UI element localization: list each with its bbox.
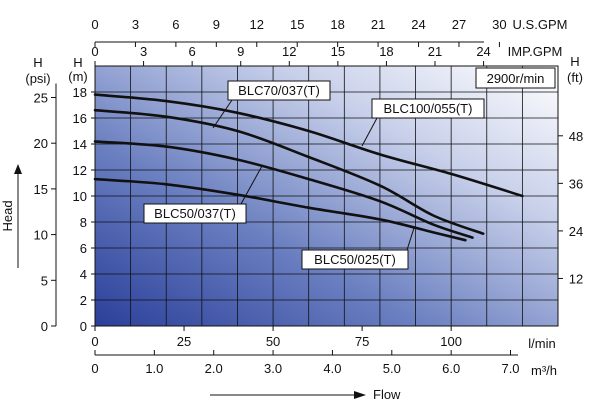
curves: [93, 93, 524, 242]
head-arrowhead: [14, 164, 22, 174]
imp-gpm-tick-label: 3: [140, 44, 147, 59]
m3-h-tick-label: 1.0: [145, 361, 163, 376]
m3-h-tick-label: 7.0: [501, 361, 519, 376]
imp-gpm-tick-label: 12: [282, 44, 296, 59]
imp-gpm-tick-label: 18: [379, 44, 393, 59]
us-gpm-tick-label: 9: [213, 17, 220, 32]
us-gpm-unit: U.S.GPM: [513, 17, 568, 32]
ft-unit: (ft): [567, 70, 583, 85]
head-m-tick-label: 6: [80, 241, 87, 256]
ft-tick-label: 48: [569, 129, 583, 144]
head-m-tick-label: 8: [80, 215, 87, 230]
l-min-tick-label: 50: [266, 334, 280, 349]
rpm-note: 2900r/min: [487, 71, 545, 86]
us-gpm-tick-label: 3: [132, 17, 139, 32]
series-curve: [93, 140, 474, 239]
series-label-blc50-037: BLC50/037(T): [143, 165, 263, 224]
series-label-blc100: BLC100/055(T): [361, 98, 485, 147]
series-curve: [93, 177, 467, 242]
series-label-text: BLC50/025(T): [314, 252, 396, 267]
l-min-tick-label: 75: [355, 334, 369, 349]
flow-arrowhead: [354, 391, 366, 399]
m-h-label: H: [73, 55, 82, 70]
rpm-box: [475, 67, 556, 89]
m3-h-tick-label: 3.0: [264, 361, 282, 376]
imp-gpm-tick-label: 24: [476, 44, 490, 59]
m3-h-tick-label: 2.0: [205, 361, 223, 376]
us-gpm-tick-label: 27: [452, 17, 466, 32]
m3-h-tick-label: 6.0: [442, 361, 460, 376]
imp-gpm-tick-label: 6: [189, 44, 196, 59]
series-label-text: BLC70/037(T): [238, 83, 320, 98]
head-m-tick-label: 4: [80, 267, 87, 282]
flow-axis-title: Flow: [373, 387, 401, 402]
psi-tick-label: 5: [41, 273, 48, 288]
head-m-tick-label: 2: [80, 293, 87, 308]
head-m-tick-label: 18: [73, 85, 87, 100]
imp-gpm-tick-label: 0: [91, 44, 98, 59]
us-gpm-tick-label: 30: [492, 17, 506, 32]
psi-tick-label: 20: [34, 136, 48, 151]
head-m-tick-label: 0: [80, 319, 87, 334]
psi-unit: (psi): [25, 71, 50, 86]
imp-gpm-unit: IMP.GPM: [508, 44, 563, 59]
series-label-blc50-025: BLC50/025(T): [301, 227, 415, 270]
l-min-unit: l/min: [528, 336, 555, 351]
us-gpm-tick-label: 21: [371, 17, 385, 32]
ft-h-label: H: [570, 54, 579, 69]
series-label-text: BLC100/055(T): [384, 101, 473, 116]
l-min-tick-label: 100: [440, 334, 462, 349]
us-gpm-tick-label: 15: [290, 17, 304, 32]
ft-tick-label: 36: [569, 176, 583, 191]
psi-h-label: H: [33, 55, 42, 70]
head-m-tick-label: 14: [73, 137, 87, 152]
us-gpm-tick-label: 24: [411, 17, 425, 32]
l-min-tick-label: 0: [91, 334, 98, 349]
series-curve: [93, 93, 524, 198]
head-axis-title: Head: [0, 200, 15, 231]
us-gpm-tick-label: 0: [91, 17, 98, 32]
m3-h-tick-label: 0: [91, 361, 98, 376]
psi-tick-label: 15: [34, 182, 48, 197]
head-m-tick-label: 10: [73, 189, 87, 204]
series-label-blc70: BLC70/037(T): [212, 80, 331, 129]
us-gpm-tick-label: 18: [330, 17, 344, 32]
ft-tick-label: 12: [569, 271, 583, 286]
l-min-tick-label: 25: [177, 334, 191, 349]
m3-h-tick-label: 5.0: [383, 361, 401, 376]
series-label-text: BLC50/037(T): [154, 206, 236, 221]
us-gpm-tick-label: 12: [250, 17, 264, 32]
m-unit: (m): [68, 69, 88, 84]
imp-gpm-tick-label: 15: [331, 44, 345, 59]
imp-gpm-tick-label: 9: [237, 44, 244, 59]
us-gpm-tick-label: 6: [172, 17, 179, 32]
ft-tick-label: 24: [569, 224, 583, 239]
series-curve: [93, 108, 485, 235]
imp-gpm-tick-label: 21: [428, 44, 442, 59]
head-m-tick-label: 12: [73, 163, 87, 178]
head-m-tick-label: 16: [73, 111, 87, 126]
psi-tick-label: 0: [41, 319, 48, 334]
m3-h-unit: m³/h: [531, 363, 557, 378]
psi-tick-label: 10: [34, 228, 48, 243]
psi-tick-label: 25: [34, 90, 48, 105]
m3-h-tick-label: 4.0: [323, 361, 341, 376]
